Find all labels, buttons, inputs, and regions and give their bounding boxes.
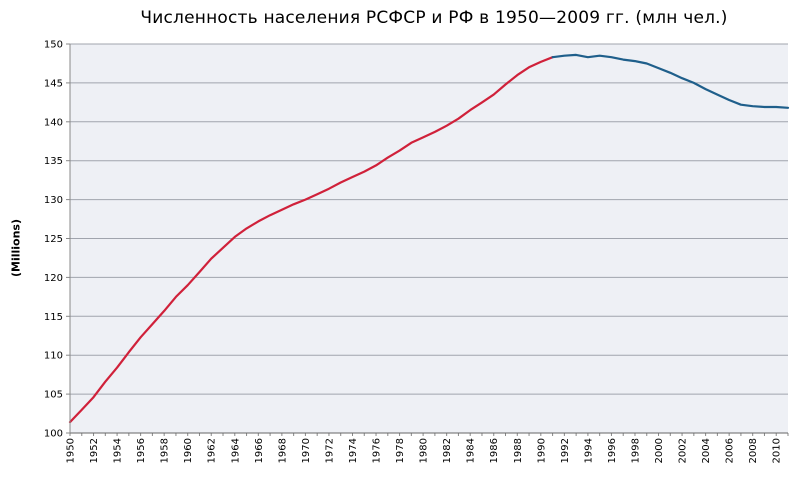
x-tick-label: 1994 bbox=[583, 438, 594, 463]
x-tick-label: 1996 bbox=[607, 438, 618, 463]
series-line-2 bbox=[551, 53, 790, 109]
x-tick-label: 1978 bbox=[395, 438, 406, 463]
y-tick-label: 110 bbox=[44, 351, 63, 362]
x-tick-label: 1984 bbox=[466, 438, 477, 463]
x-tick-label: 1950 bbox=[66, 438, 77, 463]
x-tick-label: 1982 bbox=[442, 438, 453, 463]
x-tick-label: 1974 bbox=[348, 438, 359, 463]
x-tick-label: 1952 bbox=[89, 438, 100, 463]
x-tick-label: 1968 bbox=[277, 438, 288, 463]
x-tick-label: 1988 bbox=[513, 438, 524, 463]
y-tick-label: 115 bbox=[44, 312, 63, 323]
x-tick-label: 1970 bbox=[301, 438, 312, 463]
chart-title: Численность населения РСФСР и РФ в 1950—… bbox=[140, 8, 728, 28]
y-tick-label: 100 bbox=[44, 429, 63, 440]
y-tick-label: 135 bbox=[44, 156, 63, 167]
x-tick-label: 2002 bbox=[678, 438, 689, 463]
x-tick-label: 1990 bbox=[536, 438, 547, 463]
x-tick-label: 1960 bbox=[183, 438, 194, 463]
x-tick-label: 1958 bbox=[160, 438, 171, 463]
series-lines bbox=[68, 53, 790, 424]
x-tick-label: 2000 bbox=[654, 438, 665, 463]
x-tick-label: 1976 bbox=[372, 438, 383, 463]
x-tick-label: 2010 bbox=[772, 438, 783, 463]
series-line-1 bbox=[68, 56, 554, 424]
y-tick-label: 120 bbox=[44, 273, 63, 284]
gridlines bbox=[70, 43, 788, 395]
x-tick-label: 1992 bbox=[560, 438, 571, 463]
y-tick-label: 125 bbox=[44, 234, 63, 245]
x-tick-label: 1980 bbox=[419, 438, 430, 463]
x-tick-label: 1966 bbox=[254, 438, 265, 463]
y-tick-label: 140 bbox=[44, 117, 63, 128]
y-tick-label: 130 bbox=[44, 195, 63, 206]
y-tick-label: 150 bbox=[44, 40, 63, 51]
x-tick-label: 1956 bbox=[136, 438, 147, 463]
x-tick-label: 1998 bbox=[630, 438, 641, 463]
x-tick-label: 1986 bbox=[489, 438, 500, 463]
y-axis: 100 105 110 115 120 125 130 135 140 145 150 bbox=[44, 40, 70, 440]
x-tick-label: 1972 bbox=[324, 438, 335, 463]
x-tick-label: 2008 bbox=[748, 438, 759, 463]
x-tick-label: 1964 bbox=[230, 438, 241, 463]
x-axis: 1950 1952 1954 1956 1958 1960 1962 1964 1966 1968… bbox=[66, 433, 789, 463]
x-tick-label: 1954 bbox=[113, 438, 124, 463]
x-tick-label: 1962 bbox=[207, 438, 218, 463]
x-tick-label: 2004 bbox=[701, 438, 712, 463]
y-tick-label: 145 bbox=[44, 78, 63, 89]
x-tick-label: 2006 bbox=[725, 438, 736, 463]
y-tick-label: 105 bbox=[44, 390, 63, 401]
